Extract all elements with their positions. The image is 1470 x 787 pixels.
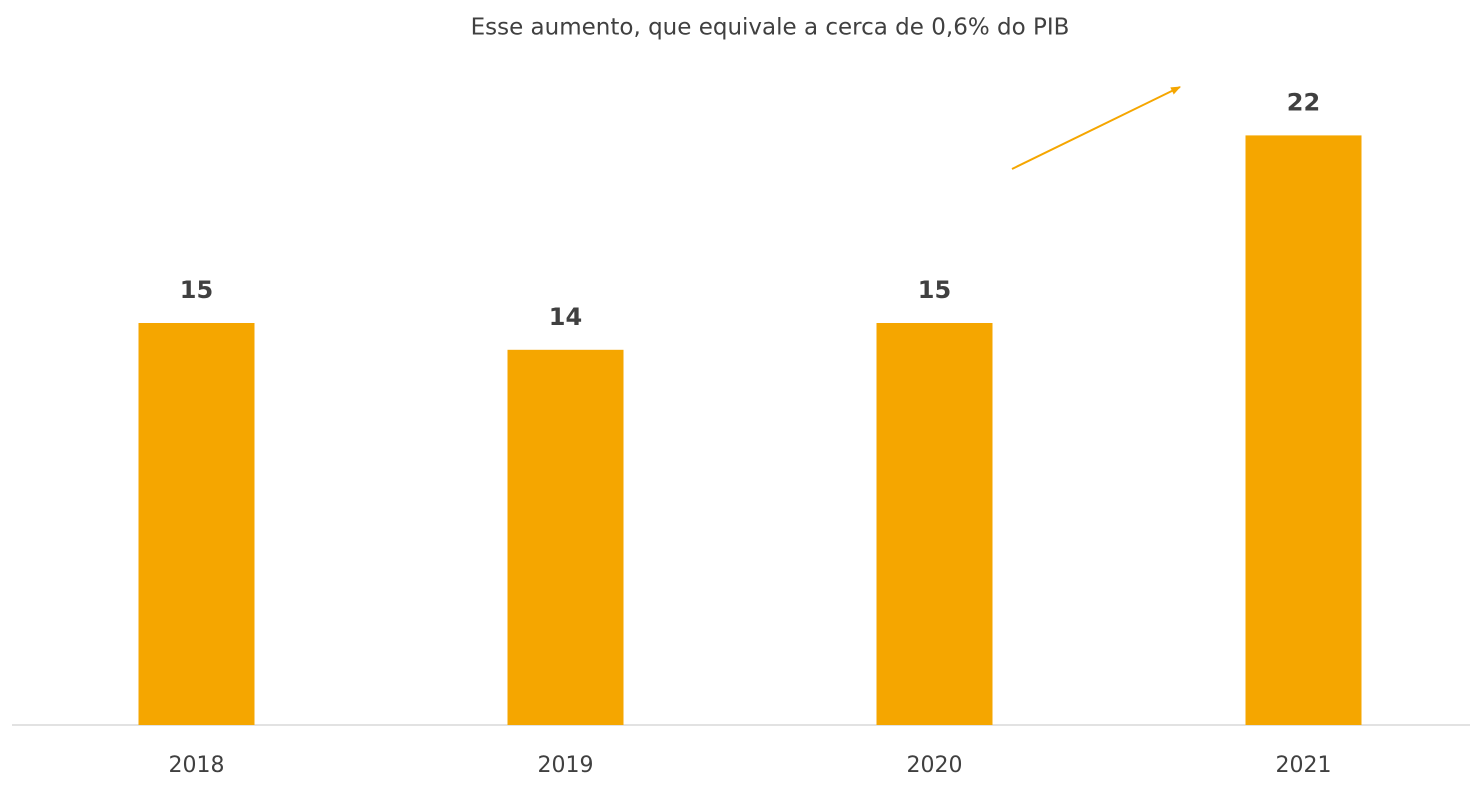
annotation-arrow: [1011, 86, 1181, 170]
value-label: 22: [1287, 88, 1320, 116]
bar: [1245, 135, 1362, 725]
value-label: 15: [180, 276, 213, 304]
x-tick-label: 2021: [1276, 753, 1332, 778]
bar: [876, 323, 993, 725]
bar: [507, 349, 624, 725]
x-tick-label: 2018: [169, 753, 225, 778]
bar: [138, 323, 255, 725]
x-tick-label: 2020: [907, 753, 963, 778]
value-label: 15: [918, 276, 951, 304]
x-tick-label: 2019: [538, 753, 594, 778]
annotation: Esse aumento, que equivale a cerca de 0,…: [471, 15, 1070, 41]
value-label: 14: [549, 303, 582, 331]
